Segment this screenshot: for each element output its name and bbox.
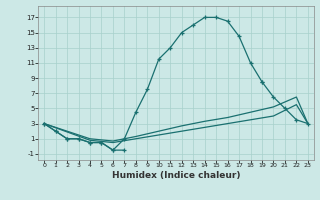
X-axis label: Humidex (Indice chaleur): Humidex (Indice chaleur) [112, 171, 240, 180]
